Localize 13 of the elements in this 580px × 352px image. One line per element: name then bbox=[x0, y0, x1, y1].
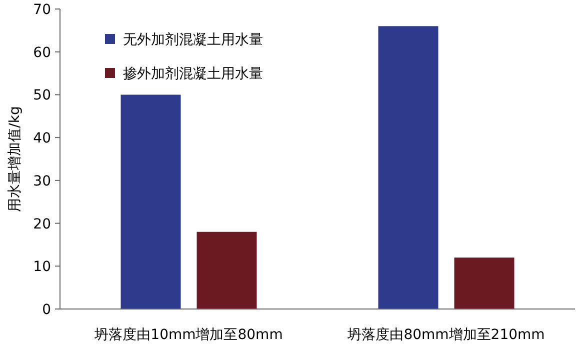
legend-label: 掺外加剂混凝土用水量 bbox=[123, 66, 263, 82]
y-tick-label: 10 bbox=[33, 259, 51, 276]
y-tick-label: 40 bbox=[33, 130, 51, 147]
x-tick-label: 坍落度由10mm增加至80mm bbox=[94, 327, 283, 343]
y-axis-title: 用水量增加值/kg bbox=[7, 106, 23, 212]
y-tick-label: 0 bbox=[42, 302, 51, 318]
y-tick-label: 50 bbox=[33, 88, 51, 104]
y-tick-label: 70 bbox=[33, 2, 51, 18]
legend-label: 无外加剂混凝土用水量 bbox=[123, 32, 263, 48]
y-tick-label: 20 bbox=[33, 216, 51, 232]
x-tick-label: 坍落度由80mm增加至210mm bbox=[346, 327, 545, 343]
y-tick-label: 30 bbox=[33, 173, 51, 190]
y-tick-label: 60 bbox=[33, 44, 51, 61]
